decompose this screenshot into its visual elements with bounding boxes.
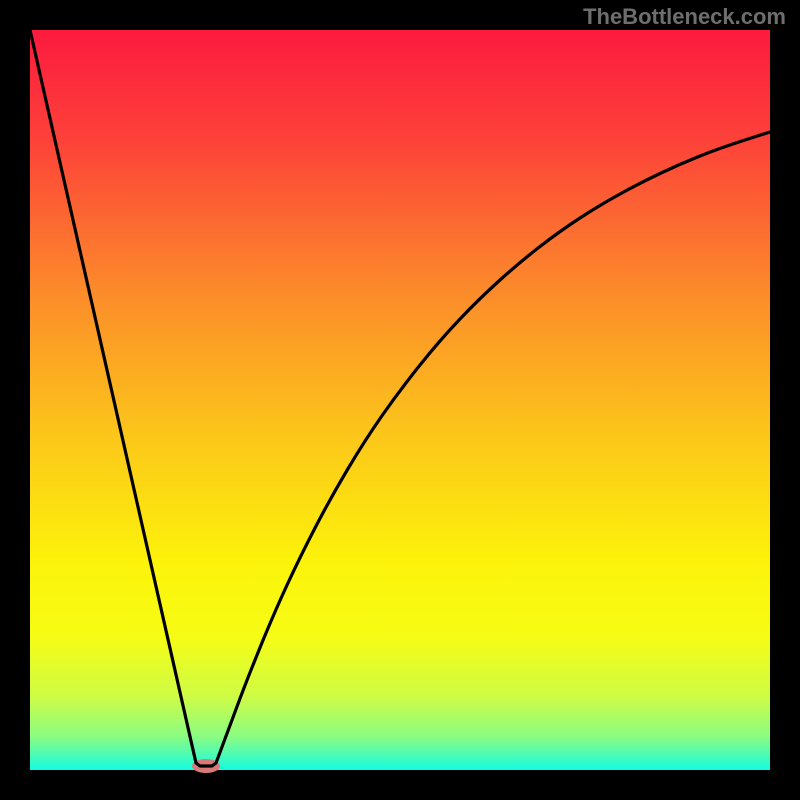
chart-container: TheBottleneck.com (0, 0, 800, 800)
gradient-background (30, 30, 770, 770)
bottleneck-chart (0, 0, 800, 800)
watermark-text: TheBottleneck.com (583, 4, 786, 30)
